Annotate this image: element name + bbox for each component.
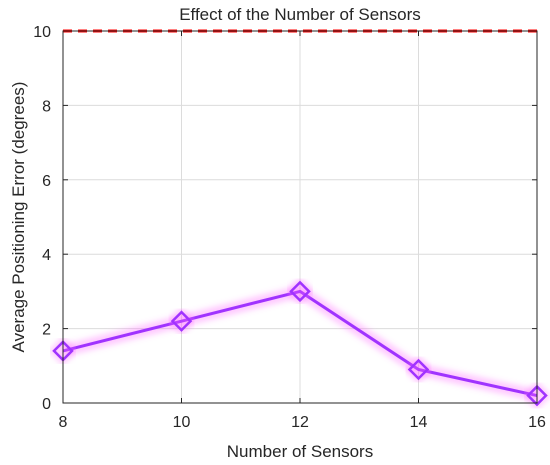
x-tick-label: 16	[528, 414, 546, 431]
y-tick-label: 6	[42, 173, 51, 190]
grid-lines	[62, 30, 538, 404]
x-tick-label: 14	[410, 414, 428, 431]
series-line	[62, 289, 538, 398]
y-axis-label: Average Positioning Error (degrees)	[9, 82, 28, 353]
x-tick-label: 8	[59, 414, 68, 431]
chart-title: Effect of the Number of Sensors	[179, 5, 421, 24]
tick-labels: 8 10 12 14 16 0 2 4 6 8 10	[33, 24, 546, 431]
data-point-marker	[407, 358, 430, 381]
y-tick-label: 2	[42, 322, 51, 339]
y-tick-label: 4	[42, 247, 51, 264]
x-tick-label: 12	[291, 414, 309, 431]
data-series	[48, 276, 550, 411]
x-tick-label: 10	[173, 414, 191, 431]
data-point-marker	[526, 384, 548, 407]
y-tick-label: 10	[33, 24, 51, 41]
y-tick-label: 0	[42, 396, 51, 413]
data-point-marker	[170, 310, 193, 332]
y-tick-label: 8	[42, 98, 51, 115]
x-axis-label: Number of Sensors	[227, 442, 373, 461]
data-point-marker	[289, 280, 311, 303]
